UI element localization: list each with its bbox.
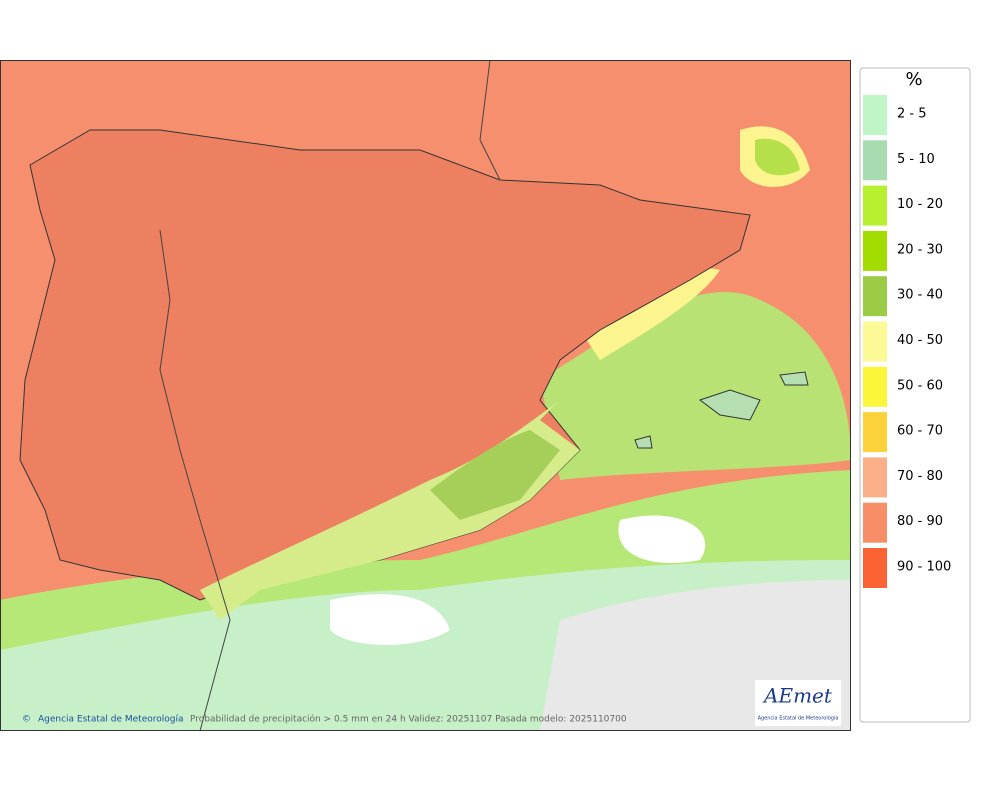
zone-yellow: [580, 268, 720, 360]
map-frame: [0, 60, 851, 731]
legend-label: 70 - 80: [897, 469, 943, 484]
legend-label: 5 - 10: [897, 152, 935, 167]
legend-label: 20 - 30: [897, 242, 943, 257]
legend-label: 2 - 5: [897, 107, 927, 122]
zone-white: [330, 515, 706, 645]
zone-green: [755, 138, 800, 176]
legend-swatch: [863, 321, 887, 362]
logo-box: [755, 680, 841, 726]
legend-swatch: [863, 276, 887, 317]
islands: [634, 371, 809, 449]
legend-swatch: [863, 95, 887, 135]
legend-swatch: [863, 412, 887, 453]
legend-label: 10 - 20: [897, 197, 943, 212]
border: [159, 60, 501, 731]
legend-swatch: [863, 502, 887, 543]
legend-label: 60 - 70: [897, 424, 943, 439]
agency-credit: Agencia Estatal de Meteorología: [38, 715, 184, 725]
logo: AEmet: [762, 684, 833, 708]
legend-swatch: [863, 457, 887, 498]
legend-label: 80 - 90: [897, 514, 943, 529]
caption: Probabilidad de precipitación > 0.5 mm e…: [190, 714, 627, 725]
legend-swatch: [863, 140, 887, 181]
legend-label: 30 - 40: [897, 288, 943, 303]
legend-label: 50 - 60: [897, 378, 943, 393]
copyright-mark: ©: [22, 715, 31, 725]
legend-box: [859, 67, 971, 723]
legend-label: 40 - 50: [897, 333, 943, 348]
map: [0, 60, 851, 731]
legend-swatch: [863, 185, 887, 226]
legend-swatch: [863, 548, 887, 588]
logo-subtitle: Agencia Estatal de Meteorología: [758, 715, 839, 722]
legend-label: 90 - 100: [897, 560, 951, 575]
legend-swatch: [863, 230, 887, 271]
legend-title: %: [905, 69, 922, 90]
legend-swatch: [863, 366, 887, 407]
zone-green: [430, 430, 560, 520]
